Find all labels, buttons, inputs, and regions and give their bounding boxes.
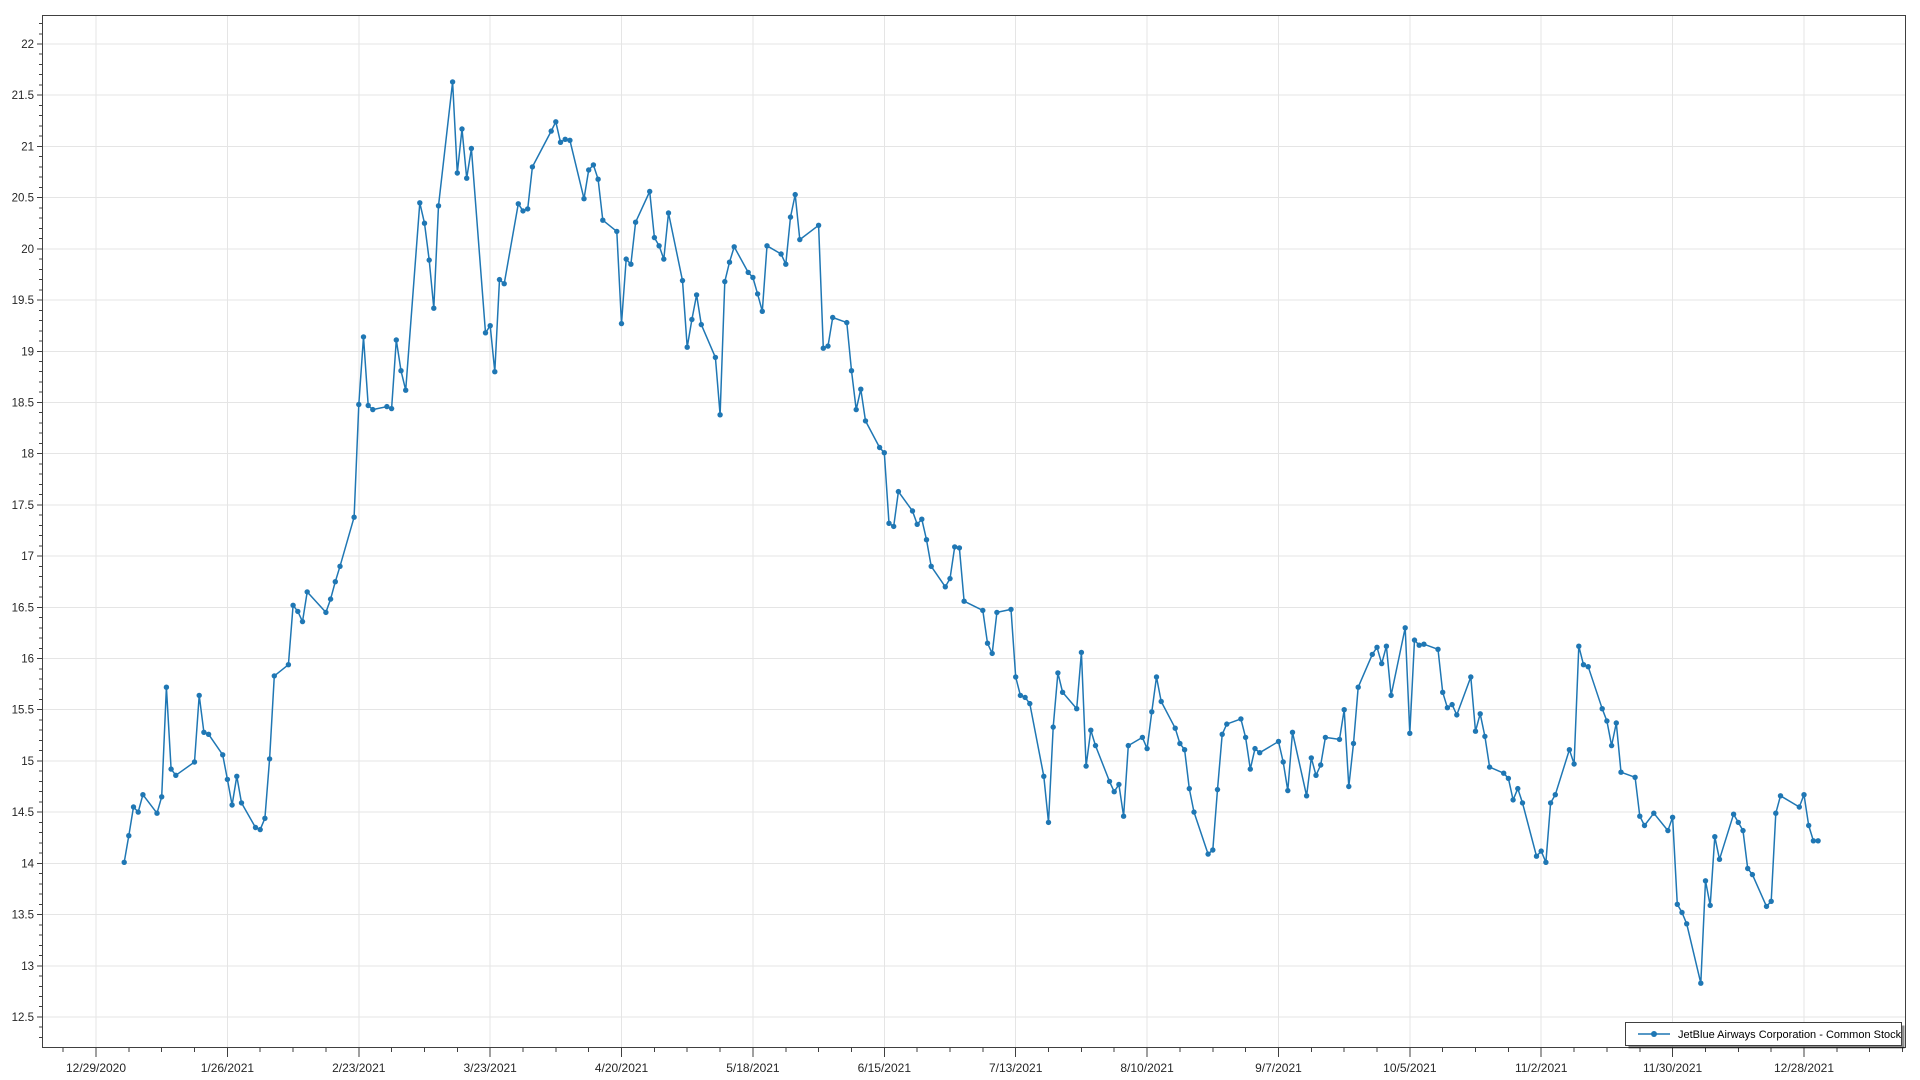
svg-text:12/28/2021: 12/28/2021 — [1774, 1061, 1834, 1075]
legend-label: JetBlue Airways Corporation - Common Sto… — [1678, 1029, 1902, 1041]
legend: JetBlue Airways Corporation - Common Sto… — [1625, 1022, 1905, 1049]
legend-box — [1625, 1022, 1902, 1046]
svg-text:16.5: 16.5 — [12, 602, 34, 614]
svg-text:15.5: 15.5 — [12, 705, 34, 717]
legend-marker-dot — [1651, 1031, 1657, 1037]
svg-text:19.5: 19.5 — [12, 295, 34, 307]
svg-text:4/20/2021: 4/20/2021 — [595, 1061, 649, 1075]
y-axis: 22 21.5 21 20.5 20 19.5 19 18.5 18 17.5 17 16.5 16 15… — [12, 23, 42, 1038]
svg-text:16: 16 — [21, 654, 34, 666]
svg-text:9/7/2021: 9/7/2021 — [1255, 1061, 1302, 1075]
svg-text:6/15/2021: 6/15/2021 — [858, 1061, 912, 1075]
svg-text:5/18/2021: 5/18/2021 — [726, 1061, 780, 1075]
svg-text:21.5: 21.5 — [12, 90, 34, 102]
svg-text:1/26/2021: 1/26/2021 — [201, 1061, 255, 1075]
svg-text:11/2/2021: 11/2/2021 — [1515, 1061, 1568, 1075]
svg-text:14.5: 14.5 — [12, 807, 34, 819]
svg-text:2/23/2021: 2/23/2021 — [332, 1061, 386, 1075]
svg-text:11/30/2021: 11/30/2021 — [1643, 1061, 1702, 1075]
svg-text:8/10/2021: 8/10/2021 — [1120, 1061, 1174, 1075]
svg-text:18.5: 18.5 — [12, 397, 34, 409]
x-axis: 12/29/2020 1/26/2021 2/23/2021 3/23/2021 4/2… — [62, 1048, 1904, 1075]
svg-text:17.5: 17.5 — [12, 500, 34, 512]
svg-text:17: 17 — [21, 551, 34, 563]
svg-text:18: 18 — [21, 449, 34, 461]
svg-text:13.5: 13.5 — [12, 910, 34, 922]
svg-text:3/23/2021: 3/23/2021 — [463, 1061, 517, 1075]
svg-text:12.5: 12.5 — [12, 1012, 34, 1024]
svg-text:21: 21 — [21, 141, 34, 153]
svg-text:20: 20 — [21, 244, 34, 256]
svg-text:22: 22 — [21, 39, 34, 51]
svg-text:19: 19 — [21, 346, 34, 358]
svg-text:20.5: 20.5 — [12, 193, 34, 205]
gridlines — [42, 15, 1906, 1048]
svg-text:10/5/2021: 10/5/2021 — [1383, 1061, 1437, 1075]
svg-text:12/29/2020: 12/29/2020 — [66, 1061, 126, 1075]
svg-text:15: 15 — [21, 756, 34, 768]
svg-text:13: 13 — [21, 961, 34, 973]
plot-border — [42, 15, 1906, 1048]
svg-text:14: 14 — [21, 858, 34, 870]
price-line-series — [121, 79, 1821, 986]
svg-text:7/13/2021: 7/13/2021 — [989, 1061, 1043, 1075]
